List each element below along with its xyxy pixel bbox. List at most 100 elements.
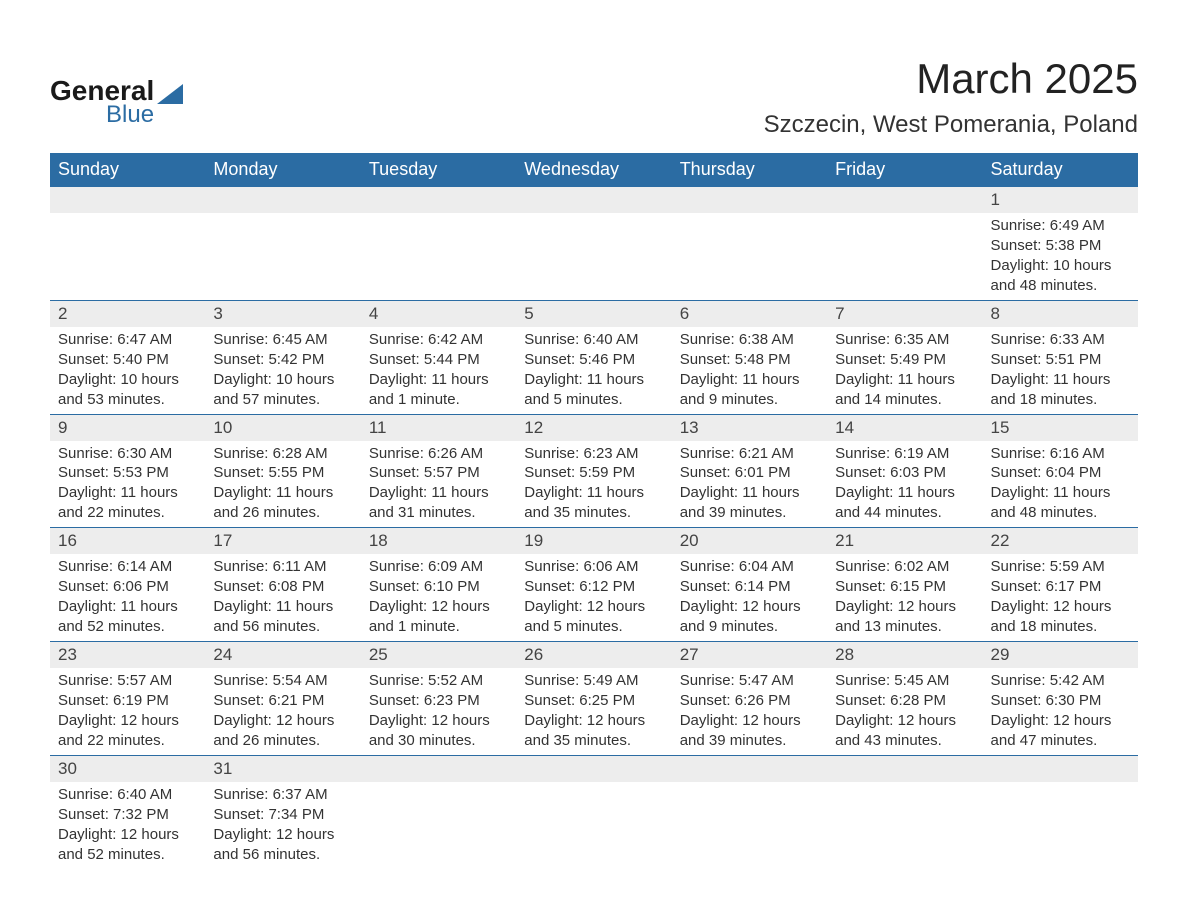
day-detail (672, 213, 827, 300)
day-number: 28 (827, 642, 982, 669)
sunset-text: Sunset: 6:10 PM (369, 577, 508, 597)
day-detail: Sunrise: 6:45 AMSunset: 5:42 PMDaylight:… (205, 327, 360, 414)
day-number (516, 187, 671, 214)
daylight-text-2: and 1 minute. (369, 617, 508, 637)
day-number: 14 (827, 414, 982, 441)
daylight-text-1: Daylight: 12 hours (213, 825, 352, 845)
header-row: General Blue March 2025 Szczecin, West P… (50, 55, 1138, 139)
daylight-text-1: Daylight: 11 hours (369, 370, 508, 390)
title-block: March 2025 Szczecin, West Pomerania, Pol… (764, 55, 1138, 139)
sunrise-text: Sunrise: 6:37 AM (213, 785, 352, 805)
day-number: 30 (50, 755, 205, 782)
weekday-header: Monday (205, 153, 360, 187)
sunrise-text: Sunrise: 6:26 AM (369, 444, 508, 464)
day-detail: Sunrise: 6:23 AMSunset: 5:59 PMDaylight:… (516, 441, 671, 528)
daynum-row: 9101112131415 (50, 414, 1138, 441)
day-number (50, 187, 205, 214)
daylight-text-1: Daylight: 12 hours (58, 825, 197, 845)
daylight-text-2: and 48 minutes. (991, 503, 1130, 523)
weekday-header: Friday (827, 153, 982, 187)
sunrise-text: Sunrise: 6:30 AM (58, 444, 197, 464)
day-detail (205, 213, 360, 300)
detail-row: Sunrise: 6:40 AMSunset: 7:32 PMDaylight:… (50, 782, 1138, 869)
daylight-text-1: Daylight: 11 hours (680, 370, 819, 390)
weekday-header: Sunday (50, 153, 205, 187)
daylight-text-1: Daylight: 11 hours (213, 597, 352, 617)
daylight-text-2: and 18 minutes. (991, 617, 1130, 637)
day-number (361, 187, 516, 214)
daylight-text-1: Daylight: 12 hours (524, 597, 663, 617)
day-detail: Sunrise: 6:35 AMSunset: 5:49 PMDaylight:… (827, 327, 982, 414)
daylight-text-1: Daylight: 12 hours (369, 597, 508, 617)
day-number: 12 (516, 414, 671, 441)
daylight-text-1: Daylight: 10 hours (58, 370, 197, 390)
daylight-text-1: Daylight: 11 hours (991, 370, 1130, 390)
daylight-text-1: Daylight: 11 hours (524, 483, 663, 503)
daylight-text-1: Daylight: 11 hours (680, 483, 819, 503)
day-number: 2 (50, 300, 205, 327)
daylight-text-2: and 57 minutes. (213, 390, 352, 410)
day-detail: Sunrise: 6:19 AMSunset: 6:03 PMDaylight:… (827, 441, 982, 528)
sunset-text: Sunset: 5:57 PM (369, 463, 508, 483)
daylight-text-1: Daylight: 11 hours (524, 370, 663, 390)
sunrise-text: Sunrise: 6:14 AM (58, 557, 197, 577)
weekday-header: Saturday (983, 153, 1138, 187)
day-number (205, 187, 360, 214)
sunrise-text: Sunrise: 6:33 AM (991, 330, 1130, 350)
daylight-text-2: and 39 minutes. (680, 731, 819, 751)
day-detail: Sunrise: 6:28 AMSunset: 5:55 PMDaylight:… (205, 441, 360, 528)
page-title: March 2025 (764, 55, 1138, 103)
day-number (827, 187, 982, 214)
daylight-text-2: and 52 minutes. (58, 845, 197, 865)
sunrise-text: Sunrise: 6:16 AM (991, 444, 1130, 464)
day-number (983, 755, 1138, 782)
day-detail (516, 213, 671, 300)
daylight-text-2: and 30 minutes. (369, 731, 508, 751)
sunset-text: Sunset: 5:49 PM (835, 350, 974, 370)
day-detail: Sunrise: 5:49 AMSunset: 6:25 PMDaylight:… (516, 668, 671, 755)
day-number: 23 (50, 642, 205, 669)
day-detail: Sunrise: 6:49 AMSunset: 5:38 PMDaylight:… (983, 213, 1138, 300)
day-detail: Sunrise: 5:45 AMSunset: 6:28 PMDaylight:… (827, 668, 982, 755)
daylight-text-1: Daylight: 12 hours (991, 597, 1130, 617)
sunset-text: Sunset: 5:42 PM (213, 350, 352, 370)
sunrise-text: Sunrise: 6:35 AM (835, 330, 974, 350)
daylight-text-2: and 56 minutes. (213, 617, 352, 637)
day-detail (361, 782, 516, 869)
sunset-text: Sunset: 6:03 PM (835, 463, 974, 483)
sunset-text: Sunset: 6:25 PM (524, 691, 663, 711)
day-detail: Sunrise: 6:37 AMSunset: 7:34 PMDaylight:… (205, 782, 360, 869)
daylight-text-1: Daylight: 12 hours (369, 711, 508, 731)
sunrise-text: Sunrise: 6:21 AM (680, 444, 819, 464)
sunrise-text: Sunrise: 6:40 AM (58, 785, 197, 805)
day-number: 4 (361, 300, 516, 327)
sunrise-text: Sunrise: 5:49 AM (524, 671, 663, 691)
sunset-text: Sunset: 6:15 PM (835, 577, 974, 597)
sunrise-text: Sunrise: 6:42 AM (369, 330, 508, 350)
sunset-text: Sunset: 7:34 PM (213, 805, 352, 825)
sunset-text: Sunset: 6:04 PM (991, 463, 1130, 483)
day-detail: Sunrise: 5:42 AMSunset: 6:30 PMDaylight:… (983, 668, 1138, 755)
detail-row: Sunrise: 6:49 AMSunset: 5:38 PMDaylight:… (50, 213, 1138, 300)
daylight-text-1: Daylight: 12 hours (524, 711, 663, 731)
sunset-text: Sunset: 6:17 PM (991, 577, 1130, 597)
daylight-text-2: and 18 minutes. (991, 390, 1130, 410)
day-number: 25 (361, 642, 516, 669)
sunrise-text: Sunrise: 6:19 AM (835, 444, 974, 464)
daylight-text-1: Daylight: 10 hours (213, 370, 352, 390)
day-number: 3 (205, 300, 360, 327)
sunset-text: Sunset: 6:06 PM (58, 577, 197, 597)
day-detail (361, 213, 516, 300)
sunrise-text: Sunrise: 5:52 AM (369, 671, 508, 691)
sunset-text: Sunset: 5:48 PM (680, 350, 819, 370)
sunrise-text: Sunrise: 6:45 AM (213, 330, 352, 350)
brand-logo: General Blue (50, 75, 183, 129)
sunrise-text: Sunrise: 5:57 AM (58, 671, 197, 691)
weekday-header-row: Sunday Monday Tuesday Wednesday Thursday… (50, 153, 1138, 187)
day-detail: Sunrise: 6:40 AMSunset: 7:32 PMDaylight:… (50, 782, 205, 869)
day-detail: Sunrise: 6:47 AMSunset: 5:40 PMDaylight:… (50, 327, 205, 414)
day-number: 1 (983, 187, 1138, 214)
day-detail (516, 782, 671, 869)
day-number: 24 (205, 642, 360, 669)
detail-row: Sunrise: 6:30 AMSunset: 5:53 PMDaylight:… (50, 441, 1138, 528)
